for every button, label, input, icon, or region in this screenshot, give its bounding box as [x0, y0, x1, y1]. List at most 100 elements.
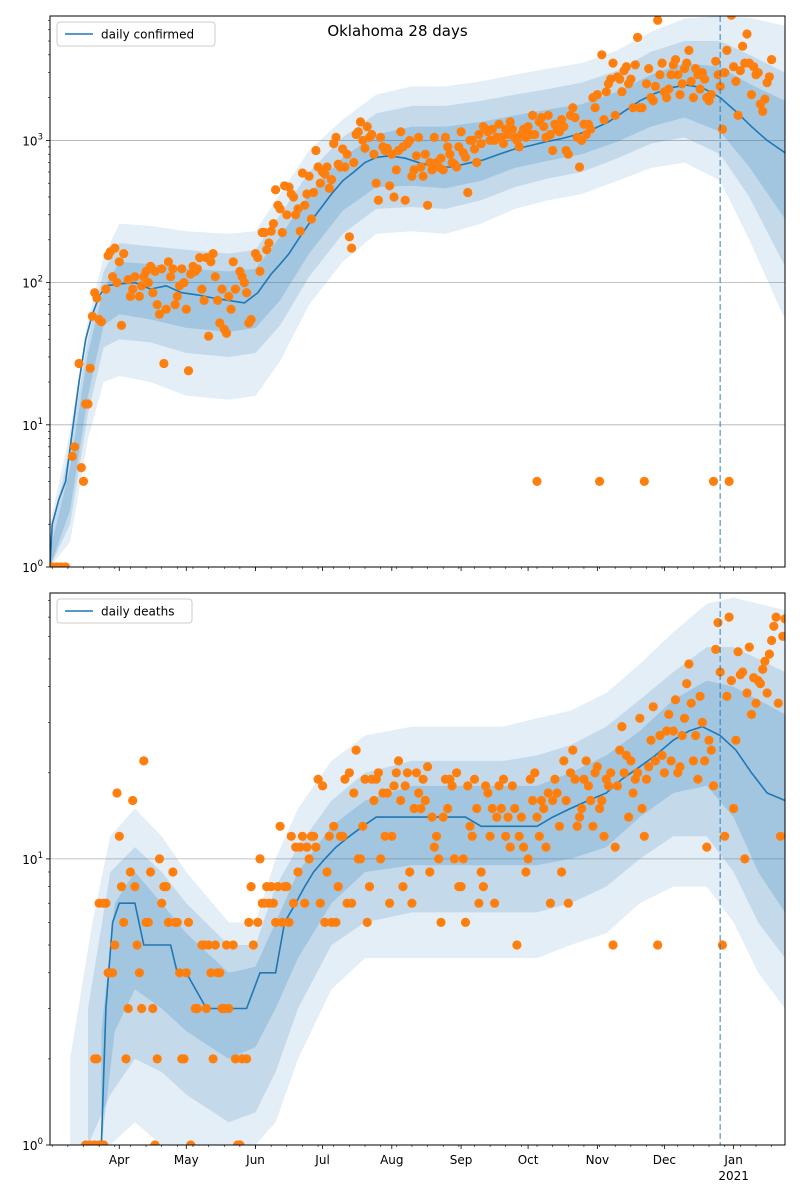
- data-point: [304, 854, 314, 864]
- data-point: [376, 854, 386, 864]
- data-point: [586, 124, 596, 134]
- data-point: [528, 795, 538, 806]
- x-tick-label: Dec: [653, 1153, 676, 1167]
- data-point: [633, 32, 643, 43]
- data-point: [407, 898, 417, 908]
- data-point: [641, 774, 652, 784]
- data-point: [599, 831, 609, 841]
- data-point: [116, 882, 127, 892]
- data-point: [362, 917, 372, 928]
- data-point: [445, 149, 455, 159]
- data-point: [505, 842, 515, 852]
- data-point: [78, 476, 89, 486]
- data-point: [588, 821, 598, 831]
- data-point: [628, 788, 638, 798]
- data-point: [121, 1054, 131, 1064]
- data-point: [309, 831, 319, 841]
- data-point: [744, 642, 754, 652]
- data-point: [204, 331, 214, 341]
- data-point: [143, 278, 153, 288]
- data-point: [230, 1054, 240, 1064]
- data-point: [429, 842, 439, 852]
- data-point: [324, 183, 334, 193]
- data-point: [154, 854, 165, 864]
- data-point: [74, 358, 84, 369]
- data-point: [655, 70, 665, 80]
- data-point: [324, 831, 334, 841]
- data-point: [201, 1003, 211, 1014]
- data-point: [570, 774, 580, 784]
- data-point: [644, 762, 654, 772]
- data-point: [253, 253, 263, 263]
- data-point: [691, 730, 701, 741]
- data-point: [364, 882, 375, 892]
- data-point: [405, 867, 415, 877]
- data-point: [277, 227, 287, 238]
- data-point: [246, 314, 256, 325]
- data-point: [733, 110, 743, 120]
- data-point: [657, 58, 667, 68]
- data-point: [443, 803, 453, 814]
- interval-band: [101, 680, 785, 1145]
- data-point: [320, 917, 330, 928]
- data-point: [226, 304, 236, 314]
- data-point: [534, 831, 544, 841]
- data-point: [460, 152, 471, 162]
- data-point: [592, 90, 602, 100]
- data-point: [423, 762, 433, 772]
- data-point: [414, 788, 424, 798]
- data-point: [297, 831, 307, 841]
- data-point: [688, 93, 699, 103]
- data-point: [695, 84, 705, 94]
- data-point: [724, 612, 734, 622]
- data-point: [217, 284, 227, 294]
- data-point: [523, 854, 533, 864]
- data-point: [753, 68, 763, 78]
- data-point: [601, 87, 611, 97]
- data-point: [682, 679, 692, 689]
- axes-frame: [49, 15, 786, 568]
- data-point: [242, 1054, 252, 1064]
- data-point: [514, 142, 524, 152]
- data-point: [255, 266, 265, 276]
- data-point: [440, 132, 450, 142]
- data-point: [487, 124, 497, 134]
- data-point: [152, 300, 162, 310]
- data-point: [559, 756, 569, 766]
- data-point: [463, 781, 473, 791]
- data-point: [224, 291, 234, 301]
- plot-area: [70, 597, 785, 1145]
- data-point: [134, 968, 144, 978]
- data-point: [340, 162, 350, 172]
- data-point: [389, 192, 399, 202]
- data-point: [686, 76, 696, 86]
- data-point: [152, 1054, 162, 1064]
- data-point: [597, 795, 607, 806]
- data-point: [322, 162, 332, 172]
- data-point: [579, 774, 589, 784]
- data-point: [677, 730, 687, 741]
- x-tick-label: Apr: [109, 1153, 130, 1167]
- data-point: [329, 821, 339, 831]
- data-point: [767, 55, 777, 65]
- data-point: [452, 768, 462, 778]
- data-point: [300, 200, 310, 210]
- data-point: [139, 756, 149, 766]
- data-point: [349, 157, 359, 168]
- data-point: [112, 788, 122, 798]
- data-point: [693, 774, 703, 784]
- data-point: [304, 171, 314, 181]
- data-point: [123, 1003, 133, 1014]
- data-point: [61, 562, 71, 567]
- data-point: [409, 803, 419, 814]
- data-point: [460, 917, 471, 928]
- data-point: [449, 854, 459, 864]
- data-point: [472, 803, 482, 814]
- data-point: [355, 854, 366, 864]
- x-tick-label: Nov: [586, 1153, 609, 1167]
- data-point: [541, 842, 551, 852]
- data-point: [758, 106, 768, 116]
- data-point: [128, 795, 138, 806]
- data-point: [767, 635, 777, 646]
- data-point: [662, 726, 672, 736]
